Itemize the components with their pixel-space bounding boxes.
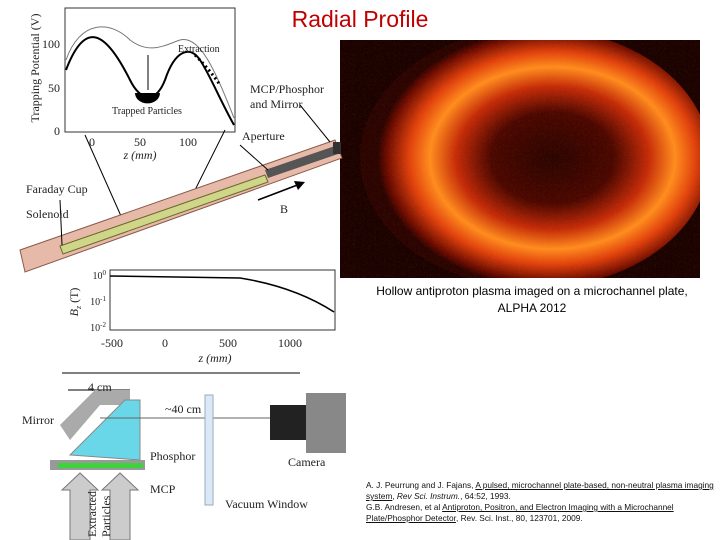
slide-title: Radial Profile xyxy=(291,6,429,32)
label: and Mirror xyxy=(250,97,302,111)
label: Extracted xyxy=(85,491,99,537)
image-caption: Hollow antiproton plasma imaged on a mic… xyxy=(362,283,702,317)
electrodes xyxy=(59,174,269,255)
field-curve xyxy=(109,275,335,313)
plot-frame xyxy=(64,7,236,133)
potential-curve xyxy=(65,26,235,119)
label: B xyxy=(280,202,288,216)
ref-title: A pulsed, microchannel plate-based, non-… xyxy=(366,480,714,501)
x-tick-label: 0 xyxy=(89,135,95,149)
label: 4 cm xyxy=(88,380,112,394)
label: MCP xyxy=(150,482,176,496)
particle-arrow xyxy=(100,472,140,540)
label: Mirror xyxy=(22,413,54,427)
annotation: Trapped Particles xyxy=(112,106,182,117)
ref-journal: Rev Sci. Instrum. xyxy=(396,491,461,501)
field-arrow xyxy=(257,183,301,201)
pointer xyxy=(299,104,331,143)
label: Faraday Cup xyxy=(26,182,88,196)
label: Aperture xyxy=(242,129,285,143)
y-tick-label: 100 xyxy=(42,37,60,51)
label: MCP/Phosphor xyxy=(250,82,324,96)
beamline xyxy=(265,146,338,178)
x-tick-label: 100 xyxy=(179,135,197,149)
reference: G.B. Andresen, et al Antiproton, Positro… xyxy=(366,502,674,523)
ref-journal: Rev. Sci. Inst. xyxy=(460,513,512,523)
x-tick-label: 0 xyxy=(162,336,168,350)
label: ~40 cm xyxy=(165,402,202,416)
y-axis-title: Bz(T) xyxy=(67,288,83,317)
particle-arrow xyxy=(60,472,100,540)
apparatus-figure: Extraction Trapped Particles 100 50 0 0 … xyxy=(19,7,343,365)
x-tick-label: 1000 xyxy=(278,336,302,350)
x-axis-title: z (mm) xyxy=(123,148,157,162)
camera-body xyxy=(306,393,346,453)
y-tick-label: 50 xyxy=(48,81,60,95)
x-tick-label: 50 xyxy=(134,135,146,149)
mcp xyxy=(333,142,341,154)
x-axis-title: z (mm) xyxy=(198,351,232,365)
y-tick-label: 100 xyxy=(93,269,107,282)
ref-title: Antiproton, Positron, and Electron Imagi… xyxy=(366,502,674,523)
label: Camera xyxy=(288,455,326,469)
y-tick-label: 10-2 xyxy=(90,321,106,334)
plot-frame xyxy=(109,269,336,331)
x-tick-label: 500 xyxy=(219,336,237,350)
ref-authors: A. J. Peurrung and J. Fajans, xyxy=(366,480,474,490)
phosphor xyxy=(58,463,143,468)
pointer xyxy=(59,199,63,246)
ref-authors: G.B. Andresen, et al xyxy=(366,502,441,512)
x-tick-label: -500 xyxy=(101,336,123,350)
caption-line: ALPHA 2012 xyxy=(497,301,567,315)
vacuum-window xyxy=(204,394,214,506)
mirror-mount xyxy=(60,390,130,440)
label: Particles xyxy=(99,495,113,537)
annotation: Extraction xyxy=(178,44,220,55)
label: Vacuum Window xyxy=(225,497,308,511)
y-tick-label: 0 xyxy=(54,124,60,138)
caption-line: Hollow antiproton plasma imaged on a mic… xyxy=(376,284,688,298)
arrowhead xyxy=(294,181,305,190)
y-axis-title: Trapping Potential (V) xyxy=(28,14,42,123)
references: A. J. Peurrung and J. Fajans, A pulsed, … xyxy=(366,480,716,524)
camera-lens xyxy=(270,405,310,440)
connector xyxy=(84,134,126,226)
plasma-image xyxy=(340,40,700,278)
reference: A. J. Peurrung and J. Fajans, A pulsed, … xyxy=(366,480,714,501)
label: Phosphor xyxy=(150,449,195,463)
ref-details: , 80, 123701, 2009. xyxy=(511,513,583,523)
extraction-path xyxy=(193,53,222,86)
detector-figure: 4 cm ~40 cm Mirror Phosphor Camera MCP V… xyxy=(22,372,346,540)
y-tick-label: 10-1 xyxy=(90,295,106,308)
potential-curve xyxy=(65,36,235,126)
pointer xyxy=(239,144,269,171)
trapped-particles xyxy=(135,93,160,104)
label: Solenoid xyxy=(26,207,69,221)
ref-details: , 64:52, 1993. xyxy=(460,491,511,501)
